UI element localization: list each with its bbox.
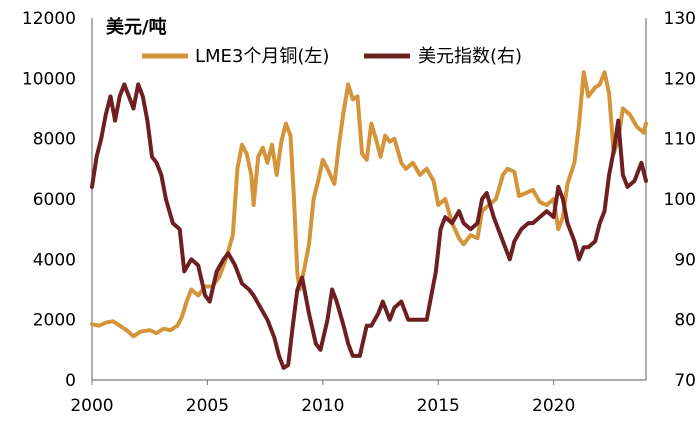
y-right-tick-label: 100 xyxy=(664,190,696,210)
legend-label: 美元指数(右) xyxy=(418,46,522,67)
y-right-tick-label: 80 xyxy=(674,311,696,331)
y-left-tick-label: 12000 xyxy=(22,9,76,29)
series-group xyxy=(90,70,648,370)
y-right-tick-label: 110 xyxy=(664,130,696,150)
y-right-tick-label: 120 xyxy=(664,69,696,89)
y-left-tick-labels: 0 2000 4000 6000 8000 10000 12000 xyxy=(22,9,76,391)
y-right-tick-label: 130 xyxy=(664,9,696,29)
y-left-tick-label: 4000 xyxy=(33,250,76,270)
y-left-tick-label: 8000 xyxy=(33,130,76,150)
y-left-tick-label: 6000 xyxy=(33,190,76,210)
axes xyxy=(91,18,647,381)
x-tick-label: 2000 xyxy=(70,396,113,416)
y-left-tick-label: 0 xyxy=(65,371,76,391)
y-right-tick-labels: 70 80 90 100 110 120 130 xyxy=(664,9,696,391)
x-tick-label: 2015 xyxy=(417,396,460,416)
x-tick-label: 2010 xyxy=(301,396,344,416)
unit-label: 美元/吨 xyxy=(106,16,167,38)
y-right-tick-label: 70 xyxy=(674,371,696,391)
x-tick-labels: 2000 2005 2010 2015 2020 xyxy=(70,380,575,416)
dollar-index-series-line xyxy=(90,82,648,370)
legend: LME3个月铜(左) 美元指数(右) xyxy=(142,46,522,67)
legend-label: LME3个月铜(左) xyxy=(195,46,329,67)
x-tick-label: 2005 xyxy=(186,396,229,416)
x-tick-label: 2020 xyxy=(532,396,575,416)
y-right-tick-label: 90 xyxy=(674,250,696,270)
y-left-tick-label: 10000 xyxy=(22,69,76,89)
y-left-tick-label: 2000 xyxy=(33,311,76,331)
